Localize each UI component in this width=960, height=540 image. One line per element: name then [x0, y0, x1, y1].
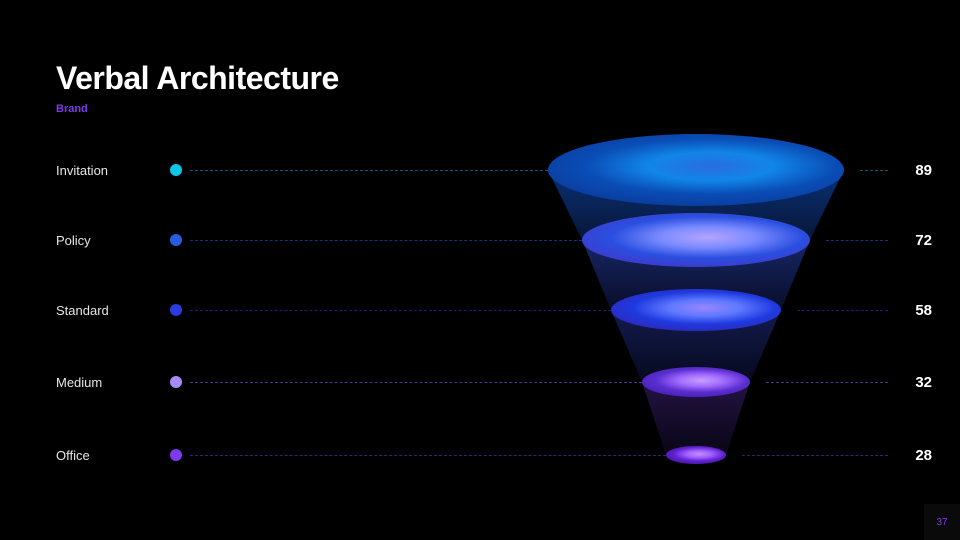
funnel-row: Standard58 [56, 300, 920, 320]
connector-line [766, 382, 888, 383]
funnel-row: Policy72 [56, 230, 920, 250]
funnel-segment [56, 130, 926, 530]
stage-value: 89 [896, 162, 932, 179]
connector-line [797, 310, 888, 311]
subtitle: Brand [56, 103, 904, 115]
connector-line [190, 455, 666, 456]
stage-dot-icon [170, 164, 182, 176]
connector-line [190, 170, 548, 171]
stage-label: Office [56, 448, 166, 463]
stage-label: Standard [56, 303, 166, 318]
page-number: 37 [936, 517, 947, 528]
page-title: Verbal Architecture [56, 60, 904, 97]
stage-dot-icon [170, 234, 182, 246]
connector-line [826, 240, 888, 241]
funnel-segment [56, 130, 926, 530]
funnel-chart: Invitation89 Policy72 Standard58 Medium32 Of… [56, 130, 920, 510]
connector-line [190, 310, 611, 311]
funnel-segment [56, 130, 926, 530]
stage-value: 72 [896, 232, 932, 249]
funnel-row: Medium32 [56, 372, 920, 392]
stage-dot-icon [170, 449, 182, 461]
connector-line [190, 382, 642, 383]
funnel-row: Office28 [56, 445, 920, 465]
stage-dot-icon [170, 304, 182, 316]
connector-line [190, 240, 582, 241]
connector-line [860, 170, 888, 171]
stage-value: 32 [896, 374, 932, 391]
stage-dot-icon [170, 376, 182, 388]
stage-label: Invitation [56, 163, 166, 178]
funnel-row: Invitation89 [56, 160, 920, 180]
connector-line [742, 455, 888, 456]
funnel-segment [56, 130, 926, 530]
stage-value: 28 [896, 447, 932, 464]
page-number-badge: 37 [924, 504, 960, 540]
stage-value: 58 [896, 302, 932, 319]
slide: Verbal Architecture Brand [0, 0, 960, 540]
stage-label: Policy [56, 233, 166, 248]
stage-label: Medium [56, 375, 166, 390]
